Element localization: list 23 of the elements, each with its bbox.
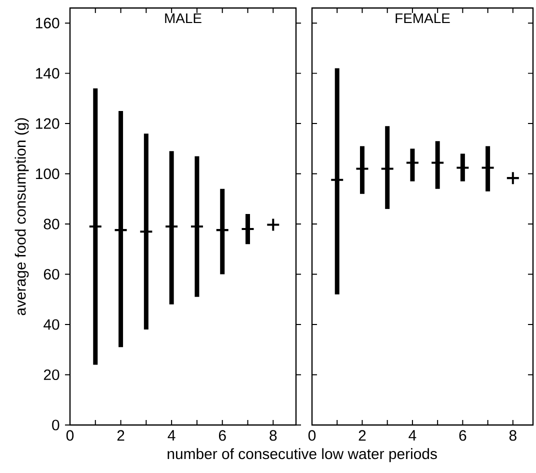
y-tick-label: 0 [52,420,60,430]
y-tick-label: 140 [36,68,60,79]
x-tick-label: 0 [308,430,316,441]
x-tick-label: 6 [218,430,226,441]
chart-title: FEMALE [396,13,450,24]
chart-title: MALE [165,13,202,24]
x-tick-label: 4 [408,430,416,440]
y-tick-label: 120 [36,118,60,129]
x-axis-title: number of consecutive low water periods [168,448,437,462]
y-tick-label: 160 [36,18,60,28]
y-tick-label: 60 [44,268,60,280]
y-tick-label: 20 [44,369,60,380]
x-tick-label: 8 [509,430,516,441]
x-tick-label: 2 [358,430,366,441]
x-tick-label: 4 [168,430,176,440]
y-tick-label: 40 [44,319,60,330]
x-tick-label: 2 [117,430,124,441]
y-axis-title: average food consumption (g) [14,118,29,316]
y-tick-label: 80 [44,218,60,230]
x-tick-label: 8 [270,430,277,441]
y-tick-label: 100 [36,168,60,180]
x-tick-label: 0 [66,430,74,441]
x-tick-label: 6 [459,430,466,441]
